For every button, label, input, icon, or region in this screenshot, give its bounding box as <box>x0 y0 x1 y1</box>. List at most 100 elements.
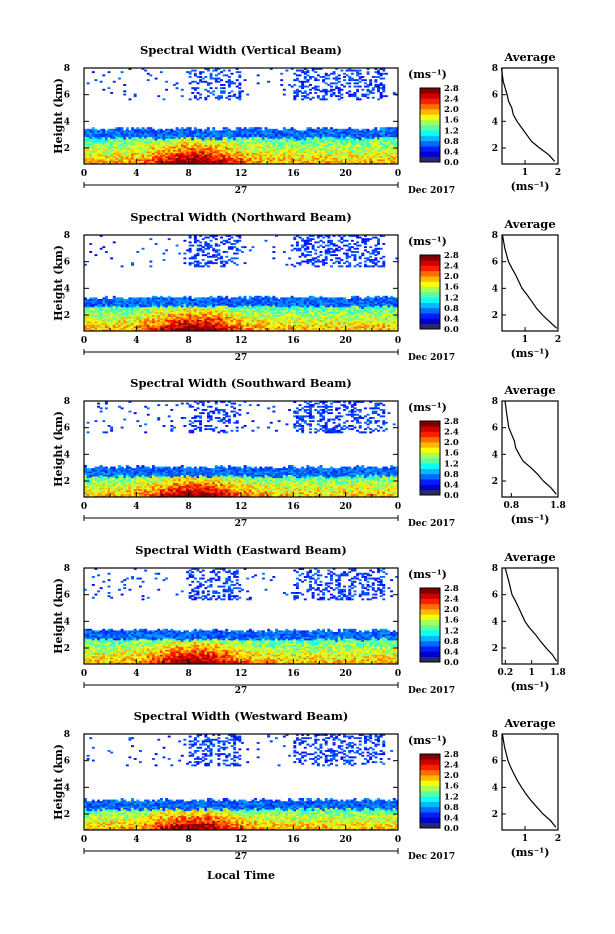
heatmap-cell <box>359 73 362 75</box>
heatmap-cell <box>309 98 312 100</box>
heatmap-cell <box>299 70 302 72</box>
heatmap-cell <box>348 90 351 92</box>
heatmap-cell <box>139 297 142 299</box>
heatmap-cell <box>215 78 218 80</box>
heatmap-cell <box>142 248 145 250</box>
heatmap-cell <box>181 297 184 299</box>
heatmap-cell <box>275 129 278 131</box>
heatmap-cell <box>199 241 202 243</box>
heatmap-cell <box>176 297 179 299</box>
heatmap-cell <box>364 94 367 96</box>
heatmap-cell <box>110 92 113 94</box>
heatmap-cell <box>233 246 236 248</box>
heatmap-cell <box>377 76 380 78</box>
heatmap-cell <box>238 240 241 242</box>
heatmap-cell <box>202 246 205 248</box>
heatmap-cell <box>155 78 158 80</box>
heatmap-cell <box>233 94 236 96</box>
heatmap-cell <box>108 87 111 89</box>
heatmap-cell <box>348 76 351 78</box>
heatmap-cell <box>217 253 220 255</box>
heatmap-cell <box>238 82 241 84</box>
heatmap-cell <box>215 254 218 256</box>
heatmap-cell <box>181 95 184 97</box>
heatmap-cell <box>299 90 302 92</box>
heatmap-cell <box>320 76 323 78</box>
heatmap-cell <box>217 249 220 251</box>
average-y-tick-label: 8 <box>492 64 498 74</box>
heatmap-cell <box>202 81 205 83</box>
heatmap-cell <box>155 243 158 245</box>
heatmap-cell <box>94 254 97 256</box>
heatmap-cell <box>283 127 286 129</box>
heatmap-cell <box>202 265 205 267</box>
heatmap-cell <box>199 297 202 299</box>
heatmap-cell <box>202 238 205 240</box>
heatmap-cell <box>197 98 200 100</box>
heatmap-cell <box>304 86 307 88</box>
heatmap-cell <box>367 71 370 73</box>
heatmap-cell <box>204 76 207 78</box>
heatmap-cell <box>354 92 357 94</box>
heatmap-cell <box>325 78 328 80</box>
heatmap-cell <box>212 70 215 72</box>
heatmap-cell <box>382 84 385 86</box>
heatmap-cell <box>314 78 317 80</box>
heatmap-cell <box>212 248 215 250</box>
heatmap-cell <box>348 86 351 88</box>
heatmap-cell <box>236 79 239 81</box>
heatmap-cell <box>87 129 90 131</box>
heatmap-cell <box>118 127 121 129</box>
heatmap-cell <box>92 297 95 299</box>
heatmap-cell <box>202 297 205 299</box>
heatmap-cell <box>191 70 194 72</box>
heatmap-cell <box>191 130 194 132</box>
heatmap-cell <box>356 82 359 84</box>
heatmap-cell <box>364 79 367 81</box>
heatmap-cell <box>236 248 239 250</box>
heatmap-cell <box>317 95 320 97</box>
heatmap-cell <box>304 90 307 92</box>
heatmap-cell <box>291 86 294 88</box>
heatmap-cell <box>228 259 231 261</box>
heatmap-cell <box>340 94 343 96</box>
heatmap-cell <box>361 89 364 91</box>
heatmap-cell <box>197 253 200 255</box>
heatmap-cell <box>157 297 160 299</box>
heatmap-cell <box>257 296 260 298</box>
average-y-tick-label: 4 <box>492 117 498 127</box>
heatmap-cell <box>142 297 145 299</box>
heatmap-cell <box>204 97 207 99</box>
average-x-tick-label: 1 <box>522 168 528 178</box>
heatmap-cell <box>215 262 218 264</box>
heatmap-cell <box>157 95 160 97</box>
colorbar-segment <box>420 151 440 157</box>
heatmap-cell <box>134 297 137 299</box>
heatmap-cell <box>202 130 205 132</box>
heatmap-cell <box>385 95 388 97</box>
heatmap-cell <box>369 130 372 132</box>
heatmap-cell <box>207 127 210 129</box>
heatmap-cell <box>236 71 239 73</box>
heatmap-cell <box>128 98 131 100</box>
heatmap-cell <box>361 94 364 96</box>
heatmap-cell <box>283 251 286 253</box>
heatmap-cell <box>149 265 152 267</box>
heatmap-cell <box>346 82 349 84</box>
heatmap-cell <box>160 129 163 131</box>
heatmap-cell <box>231 81 234 83</box>
heatmap-cell <box>330 94 333 96</box>
heatmap-cell <box>136 251 139 253</box>
heatmap-cell <box>233 253 236 255</box>
heatmap-cell <box>228 76 231 78</box>
heatmap-cell <box>194 264 197 266</box>
heatmap-cell <box>173 130 176 132</box>
heatmap-cell <box>359 130 362 132</box>
heatmap-cell <box>251 297 254 299</box>
heatmap-cell <box>306 79 309 81</box>
colorbar-tick-label: 0.8 <box>444 137 459 147</box>
heatmap-cell <box>223 84 226 86</box>
colorbar-segment <box>420 157 440 163</box>
heatmap-cell <box>393 127 396 129</box>
heatmap-cell <box>267 81 270 83</box>
